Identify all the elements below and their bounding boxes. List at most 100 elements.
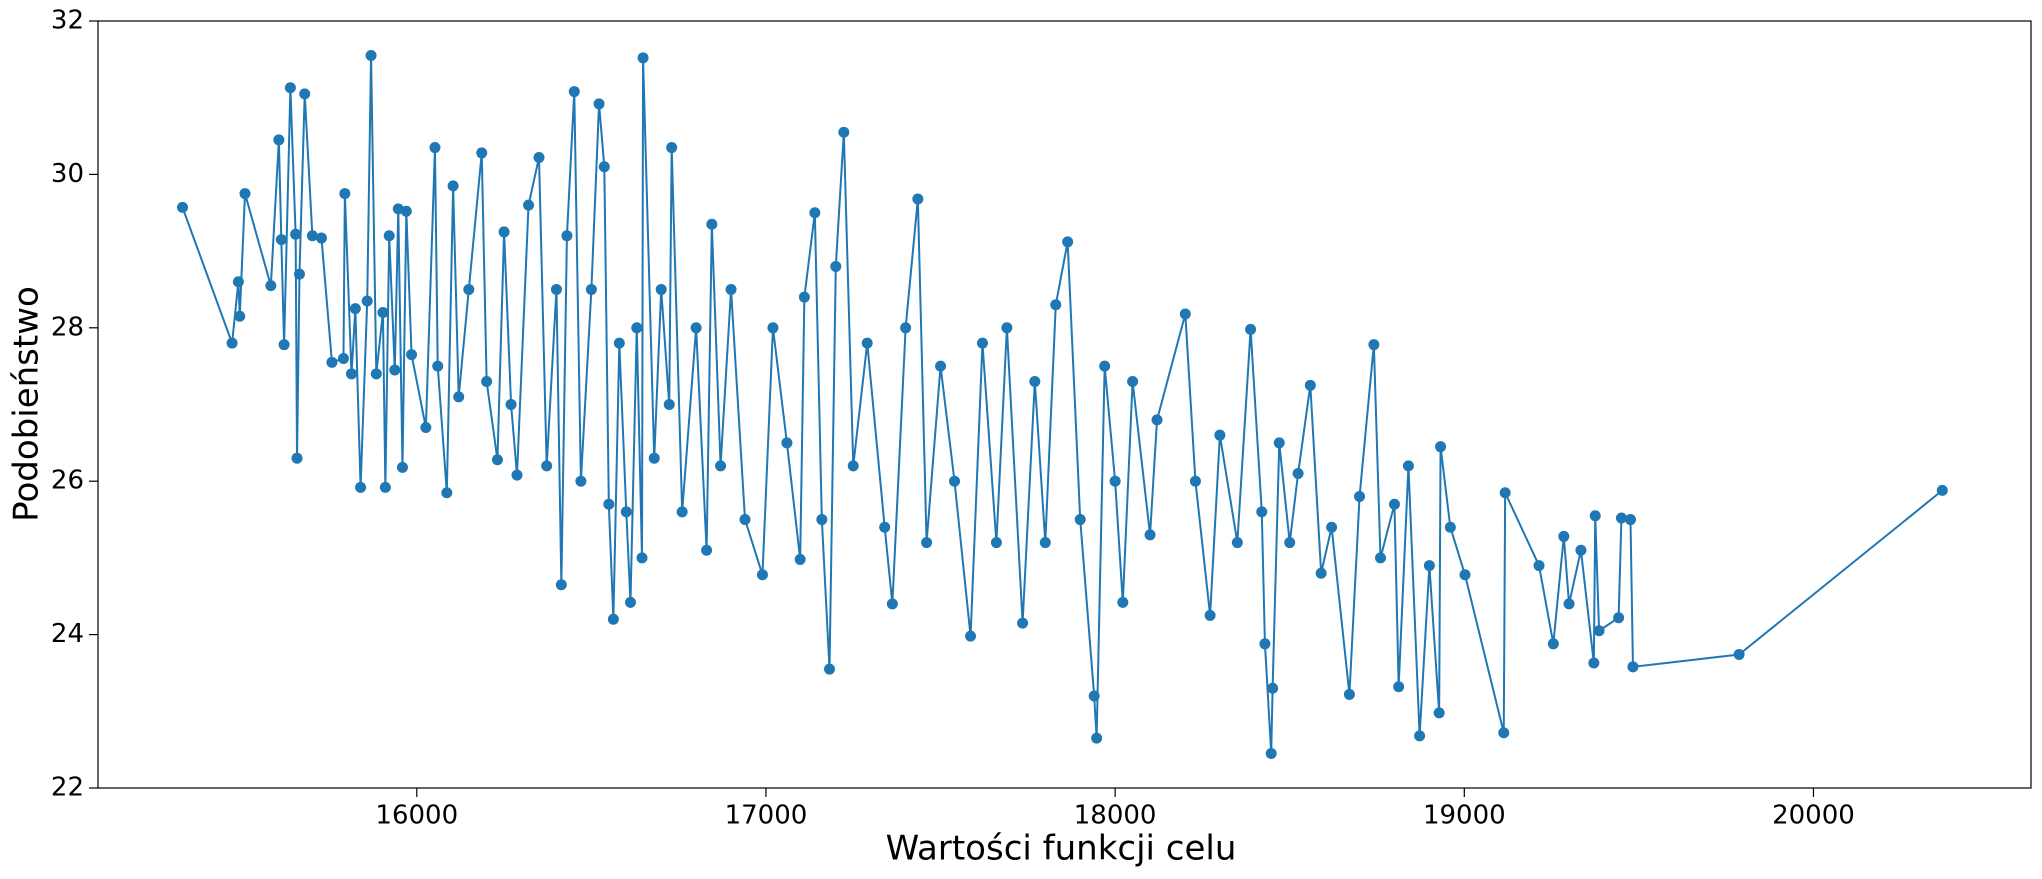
data-point <box>838 126 850 138</box>
data-point <box>1062 236 1074 248</box>
data-point <box>1615 512 1627 524</box>
data-point <box>1265 747 1277 759</box>
y-tick-label: 22 <box>51 773 84 803</box>
data-point <box>1936 484 1948 496</box>
data-point <box>226 337 238 349</box>
data-point <box>1117 596 1129 608</box>
data-point <box>1231 537 1243 549</box>
data-point <box>666 142 678 154</box>
data-point <box>299 88 311 100</box>
data-point <box>1433 707 1445 719</box>
data-point <box>1563 598 1575 610</box>
data-point <box>794 553 806 565</box>
data-point <box>1593 625 1605 637</box>
data-point <box>568 86 580 98</box>
data-point <box>1589 510 1601 522</box>
data-point <box>429 142 441 154</box>
data-point <box>349 303 361 315</box>
data-point <box>1304 379 1316 391</box>
data-point <box>631 322 643 334</box>
x-tick-label: 16000 <box>375 801 458 831</box>
data-point <box>275 234 287 246</box>
data-point <box>265 280 277 292</box>
data-point <box>498 226 510 238</box>
data-point <box>1256 506 1268 518</box>
x-tick-label: 17000 <box>725 801 808 831</box>
data-point <box>965 630 977 642</box>
data-point <box>636 552 648 564</box>
data-point <box>1050 299 1062 311</box>
data-point <box>1499 487 1511 499</box>
data-point <box>637 52 649 64</box>
data-point <box>383 230 395 242</box>
data-point <box>575 475 587 487</box>
data-point <box>1402 460 1414 472</box>
data-point <box>1214 429 1226 441</box>
data-point <box>935 360 947 372</box>
x-tick-label: 20000 <box>1772 801 1855 831</box>
data-point <box>613 337 625 349</box>
data-point <box>1588 657 1600 669</box>
data-point <box>1435 441 1447 453</box>
data-point <box>900 322 912 334</box>
data-point <box>491 454 503 466</box>
data-point <box>326 356 338 368</box>
data-point <box>598 161 610 173</box>
data-point <box>1179 308 1191 320</box>
data-point <box>1354 491 1366 503</box>
data-point <box>706 218 718 230</box>
data-point <box>690 322 702 334</box>
data-point <box>379 481 391 493</box>
data-point <box>1284 537 1296 549</box>
data-point <box>555 579 567 591</box>
data-point <box>284 82 296 94</box>
data-point <box>511 469 523 481</box>
data-point <box>315 232 327 244</box>
data-point <box>1144 529 1156 541</box>
data-point <box>607 613 619 625</box>
data-point <box>676 506 688 518</box>
data-point <box>715 460 727 472</box>
data-point <box>1088 690 1100 702</box>
data-point <box>505 399 517 410</box>
data-point <box>912 193 924 205</box>
data-point <box>1091 732 1103 744</box>
data-point <box>406 349 418 361</box>
data-point <box>1558 530 1570 542</box>
data-point <box>273 134 285 146</box>
data-point <box>655 283 667 295</box>
data-point <box>739 514 751 526</box>
data-point <box>345 368 357 380</box>
data-point <box>377 306 389 318</box>
data-point <box>809 207 821 219</box>
data-point <box>432 360 444 372</box>
data-point <box>798 291 810 303</box>
data-point <box>861 337 873 349</box>
data-point <box>290 228 302 240</box>
data-point <box>441 487 453 499</box>
data-line <box>181 55 1943 754</box>
data-point <box>293 268 305 280</box>
y-tick-label: 26 <box>51 466 84 496</box>
data-point <box>1414 730 1426 742</box>
data-point <box>1259 638 1271 650</box>
data-point <box>1074 514 1086 526</box>
data-point <box>339 188 351 200</box>
data-point <box>1109 475 1121 487</box>
data-point <box>453 391 465 403</box>
data-point <box>847 460 859 472</box>
data-point <box>355 481 367 493</box>
data-point <box>447 180 459 192</box>
y-tick-label: 28 <box>51 312 84 342</box>
data-point <box>306 230 318 242</box>
data-point <box>400 205 412 217</box>
data-point <box>1423 560 1435 572</box>
x-tick-label: 19000 <box>1423 801 1506 831</box>
data-point <box>1245 323 1257 335</box>
y-axis-label: Podobieństwo <box>7 286 47 522</box>
data-point <box>1099 360 1111 372</box>
data-point <box>533 152 545 164</box>
data-point <box>585 283 597 295</box>
data-point <box>648 452 660 464</box>
data-point <box>990 537 1002 549</box>
